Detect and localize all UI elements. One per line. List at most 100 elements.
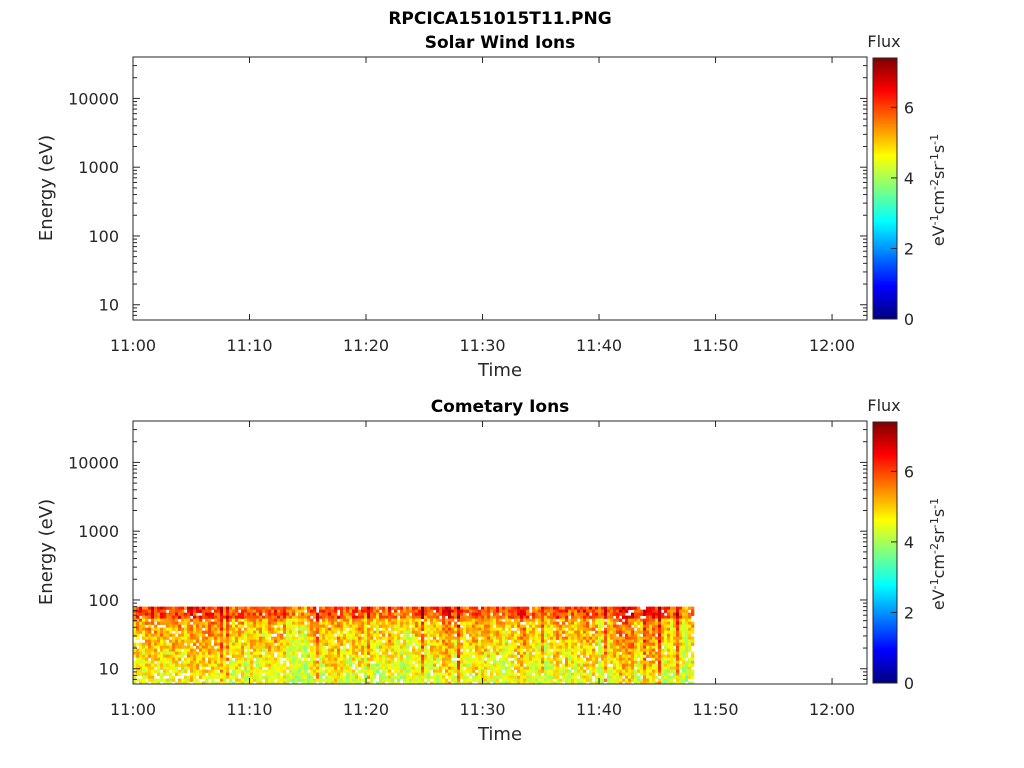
heatmap-cell (667, 618, 671, 622)
heatmap-cell (502, 648, 506, 652)
heatmap-cell (298, 642, 302, 646)
heatmap-cell (400, 636, 404, 640)
heatmap-cell (271, 612, 275, 616)
heatmap-cell (583, 642, 587, 646)
heatmap-cell (394, 681, 398, 684)
heatmap-cell (295, 642, 299, 646)
heatmap-cell (160, 660, 164, 664)
heatmap-cell (259, 624, 263, 628)
heatmap-cell (535, 666, 539, 670)
heatmap-cell (670, 675, 674, 679)
heatmap-cell (370, 666, 374, 670)
heatmap-cell (217, 636, 221, 640)
heatmap-cell (244, 681, 248, 684)
heatmap-cell (520, 666, 524, 670)
heatmap-cell (430, 645, 434, 649)
heatmap-cell (133, 675, 137, 679)
heatmap-cell (376, 615, 380, 619)
heatmap-cell (577, 621, 581, 625)
heatmap-cell (319, 633, 323, 637)
heatmap-cell (688, 645, 692, 649)
heatmap-cell (223, 675, 227, 679)
heatmap-cell (604, 609, 608, 613)
heatmap-cell (286, 672, 290, 676)
heatmap-cell (193, 624, 197, 628)
heatmap-cell (556, 675, 560, 679)
heatmap-cell (541, 675, 545, 679)
heatmap-cell (541, 666, 545, 670)
heatmap-cell (142, 651, 146, 655)
heatmap-cell (154, 612, 158, 616)
heatmap-cell (157, 612, 161, 616)
heatmap-cell (271, 681, 275, 684)
heatmap-cell (277, 606, 281, 610)
heatmap-cell (199, 651, 203, 655)
heatmap-cell (658, 672, 662, 676)
heatmap-cell (634, 621, 638, 625)
heatmap-cell (508, 681, 512, 684)
heatmap-cell (376, 630, 380, 634)
heatmap-cell (604, 606, 608, 610)
heatmap-cell (427, 606, 431, 610)
heatmap-cell (352, 642, 356, 646)
heatmap-cell (517, 651, 521, 655)
heatmap-cell (514, 678, 518, 682)
heatmap-cell (358, 636, 362, 640)
heatmap-cell (553, 633, 557, 637)
heatmap-cell (670, 609, 674, 613)
heatmap-cell (238, 630, 242, 634)
heatmap-cell (655, 621, 659, 625)
heatmap-cell (217, 663, 221, 667)
heatmap-cell (478, 648, 482, 652)
heatmap-cell (634, 645, 638, 649)
heatmap-cell (679, 651, 683, 655)
heatmap-cell (436, 606, 440, 610)
heatmap-cell (244, 663, 248, 667)
heatmap-cell (520, 660, 524, 664)
heatmap-cell (259, 633, 263, 637)
heatmap-cell (316, 651, 320, 655)
heatmap-cell (559, 666, 563, 670)
heatmap-cell (283, 681, 287, 684)
heatmap-cell (637, 675, 641, 679)
heatmap-cell (547, 675, 551, 679)
heatmap-cell (382, 669, 386, 673)
heatmap-cell (580, 633, 584, 637)
heatmap-cell (217, 681, 221, 684)
heatmap-cell (628, 615, 632, 619)
heatmap-cell (652, 654, 656, 658)
heatmap-cell (562, 669, 566, 673)
heatmap-cell (214, 639, 218, 643)
heatmap-cell (619, 681, 623, 684)
heatmap-cell (325, 651, 329, 655)
heatmap-cell (235, 612, 239, 616)
heatmap-cell (394, 663, 398, 667)
heatmap-cell (451, 606, 455, 610)
heatmap-cell (136, 606, 140, 610)
heatmap-cell (547, 666, 551, 670)
heatmap-cell (397, 621, 401, 625)
heatmap-cell (493, 633, 497, 637)
heatmap-cell (205, 645, 209, 649)
heatmap-cell (607, 606, 611, 610)
heatmap-cell (487, 678, 491, 682)
heatmap-cell (661, 621, 665, 625)
heatmap-cell (325, 660, 329, 664)
heatmap-cell (355, 630, 359, 634)
heatmap-cell (667, 678, 671, 682)
heatmap-cell (679, 612, 683, 616)
heatmap-cell (682, 654, 686, 658)
heatmap-cell (163, 615, 167, 619)
heatmap-cell (463, 615, 467, 619)
heatmap-cell (331, 612, 335, 616)
heatmap-cell (160, 630, 164, 634)
heatmap-cell (619, 606, 623, 610)
heatmap-cell (412, 615, 416, 619)
heatmap-cell (394, 612, 398, 616)
heatmap-cell (676, 672, 680, 676)
heatmap-cell (652, 627, 656, 631)
heatmap-cell (229, 609, 233, 613)
heatmap-cell (334, 615, 338, 619)
heatmap-cell (451, 612, 455, 616)
heatmap-cell (589, 657, 593, 661)
